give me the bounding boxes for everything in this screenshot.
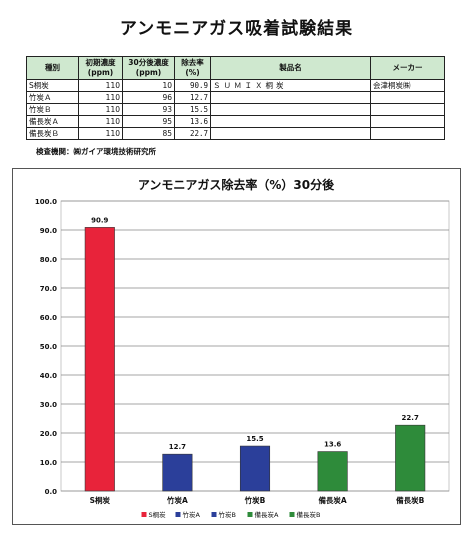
y-tick-label: 10.0 [40, 459, 57, 467]
y-tick-label: 90.0 [40, 227, 57, 235]
bar-chart: アンモニアガス除去率（%）30分後 0.0 10.0 20.0 30.0 40.0 50.0… [35, 177, 450, 519]
legend-label: 竹炭B [219, 510, 236, 519]
cell-initial: 110 [78, 103, 123, 116]
table-row: S桐炭 110 10 90.9 ＳＵＭＩＸ桐炭 会津桐炭㈱ [26, 79, 445, 92]
header-removal-rate: 除去率 (%) [174, 56, 211, 80]
y-tick-label: 80.0 [40, 256, 57, 264]
x-tick-label: 備長炭B [396, 495, 424, 505]
y-tick-label: 0.0 [45, 488, 58, 496]
cell-30min: 85 [122, 127, 175, 140]
legend-swatch [175, 512, 181, 517]
cell-initial: 110 [78, 91, 123, 104]
cell-rate: 15.5 [174, 103, 211, 116]
cell-maker: 会津桐炭㈱ [370, 79, 445, 92]
cell-maker [370, 127, 445, 140]
bar [317, 451, 348, 492]
cell-product [210, 103, 371, 116]
y-tick-label: 20.0 [40, 430, 57, 438]
inspection-note: 検査機関：㈱ガイア環境技術研究所 [36, 147, 156, 156]
legend-label: 竹炭A [183, 510, 201, 519]
bar [84, 227, 115, 492]
table-row: 竹炭Ｂ 110 93 15.5 [26, 103, 445, 116]
legend-swatch [247, 512, 253, 517]
bar [395, 424, 426, 492]
table-row: 備長炭Ｂ 110 85 22.7 [26, 127, 445, 140]
data-label: 90.9 [91, 216, 108, 224]
bar [239, 445, 271, 492]
page-title: アンモニアガス吸着試験結果 [119, 19, 354, 39]
cell-30min: 10 [122, 79, 175, 92]
table-row: 備長炭Ａ 110 95 13.6 [26, 115, 445, 128]
chart-frame: アンモニアガス除去率（%）30分後 0.0 10.0 20.0 30.0 40.0 50.0… [12, 168, 461, 525]
cell-type: 備長炭Ｂ [26, 127, 79, 140]
header-product-name: 製品名 [210, 56, 371, 80]
y-tick-label: 70.0 [40, 285, 57, 293]
legend-label: S桐炭 [149, 510, 167, 519]
cell-type: 竹炭Ｂ [26, 103, 79, 116]
table-row: 竹炭Ａ 110 96 12.7 [26, 91, 445, 104]
cell-rate: 90.9 [174, 79, 211, 92]
cell-rate: 13.6 [174, 115, 211, 128]
y-tick-label: 50.0 [40, 343, 57, 351]
header-initial-concentration: 初期濃度 (ppm) [78, 56, 123, 80]
cell-product [210, 115, 371, 128]
y-tick-label: 40.0 [40, 372, 57, 380]
cell-30min: 95 [122, 115, 175, 128]
chart-title: アンモニアガス除去率（%）30分後 [138, 177, 335, 192]
y-tick-label: 100.0 [35, 198, 57, 206]
y-tick-label: 60.0 [40, 314, 57, 322]
cell-rate: 12.7 [174, 91, 211, 104]
x-tick-label: 竹炭A [166, 495, 188, 505]
data-label: 12.7 [169, 443, 186, 451]
header-maker: メーカー [370, 56, 445, 80]
x-tick-label: S桐炭 [90, 495, 111, 505]
cell-type: S桐炭 [26, 79, 79, 92]
cell-rate: 22.7 [174, 127, 211, 140]
x-tick-label: 備長炭A [318, 495, 346, 505]
header-type: 種別 [26, 56, 79, 80]
table-header-row: 種別 初期濃度 (ppm) 30分後濃度 (ppm) 除去率 (%) 製品名 メ… [26, 56, 445, 80]
cell-product: ＳＵＭＩＸ桐炭 [210, 79, 371, 92]
cell-maker [370, 91, 445, 104]
cell-initial: 110 [78, 127, 123, 140]
results-table: 種別 初期濃度 (ppm) 30分後濃度 (ppm) 除去率 (%) 製品名 メ… [26, 56, 445, 140]
cell-maker [370, 115, 445, 128]
cell-product [210, 91, 371, 104]
bar [162, 453, 193, 492]
legend-swatch [211, 512, 217, 517]
legend-swatch [289, 512, 295, 517]
legend-label: 備長炭B [297, 510, 321, 519]
data-label: 22.7 [402, 414, 419, 422]
cell-type: 竹炭Ａ [26, 91, 79, 104]
data-label: 15.5 [246, 435, 263, 443]
cell-30min: 93 [122, 103, 175, 116]
cell-maker [370, 103, 445, 116]
y-tick-label: 30.0 [40, 401, 57, 409]
legend-label: 備長炭A [255, 510, 280, 519]
x-tick-label: 竹炭B [244, 495, 266, 505]
legend-swatch [141, 512, 147, 517]
cell-30min: 96 [122, 91, 175, 104]
cell-initial: 110 [78, 115, 123, 128]
cell-product [210, 127, 371, 140]
data-label: 13.6 [324, 441, 341, 449]
cell-initial: 110 [78, 79, 123, 92]
header-30min-concentration: 30分後濃度 (ppm) [122, 56, 175, 80]
cell-type: 備長炭Ａ [26, 115, 79, 128]
